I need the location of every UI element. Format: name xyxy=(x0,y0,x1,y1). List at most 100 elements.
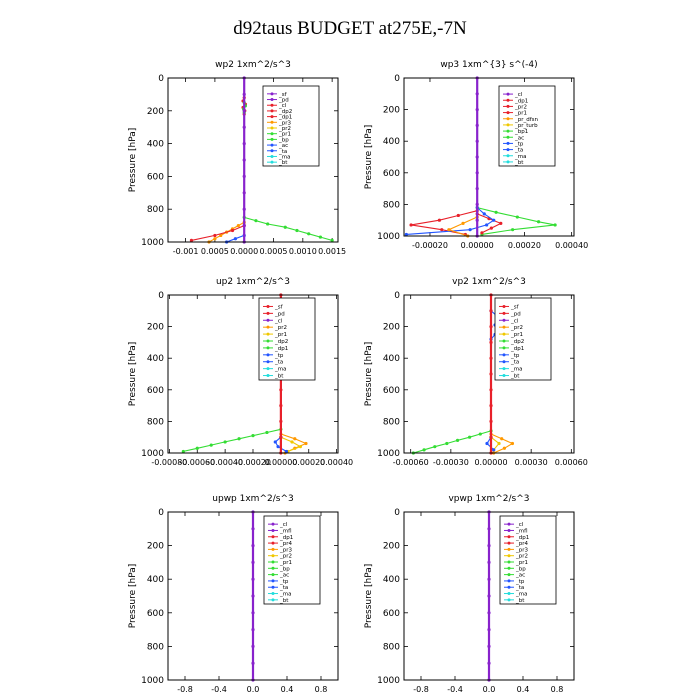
legend-marker xyxy=(271,592,275,596)
legend-marker xyxy=(507,592,511,596)
legend-marker xyxy=(502,346,506,350)
legend-label: _dp1 xyxy=(515,535,529,541)
data-point xyxy=(223,440,227,444)
legend-marker xyxy=(270,149,274,153)
data-point xyxy=(251,527,255,531)
x-tick-label: -0.00060 xyxy=(179,458,215,467)
data-point xyxy=(489,226,493,230)
legend-marker xyxy=(507,560,511,564)
figure-title: d92taus BUDGET at275E,-7N xyxy=(233,18,467,39)
data-point xyxy=(330,238,334,242)
series-line xyxy=(280,436,302,452)
y-tick-label: 400 xyxy=(383,575,400,585)
y-axis-label: Pressure [hPa] xyxy=(364,342,374,407)
data-point xyxy=(265,430,269,435)
data-point xyxy=(480,231,484,235)
y-tick-label: 1000 xyxy=(141,676,164,686)
legend-label: _tp xyxy=(514,141,524,147)
data-point xyxy=(242,174,246,178)
data-point xyxy=(515,215,519,219)
legend-label: _bp1 xyxy=(514,129,528,135)
legend-label: _dp2 xyxy=(278,109,292,115)
legend: _sf_pd_cl_dp2_dp1_pr3_pr2_pr1_bp_ac_ta_m… xyxy=(262,85,320,167)
y-tick-label: 1000 xyxy=(377,676,400,686)
legend-label: _bp xyxy=(515,566,526,572)
data-point xyxy=(489,372,493,376)
legend-marker xyxy=(266,304,270,308)
legend-marker xyxy=(266,367,270,371)
x-tick-label: 0.0 xyxy=(247,685,260,694)
legend-label: _pr2 xyxy=(515,554,528,560)
y-tick-label: 400 xyxy=(147,575,164,585)
data-point xyxy=(478,432,482,436)
x-tick-label: -0.00030 xyxy=(433,458,469,467)
x-tick-label: 0.4 xyxy=(281,685,294,694)
data-point xyxy=(276,445,280,449)
y-tick-label: 0 xyxy=(158,74,164,84)
legend-marker xyxy=(266,353,270,357)
legend-label: _dp2 xyxy=(510,339,524,345)
data-point xyxy=(251,644,255,649)
data-point xyxy=(209,443,213,447)
y-tick-label: 1000 xyxy=(141,238,164,248)
panel-1: wp2 1xm^2/s^3 Pressure [hPa] 0 200 400 600 800… xyxy=(128,60,346,256)
y-tick-label: 200 xyxy=(147,542,164,552)
data-point xyxy=(487,577,491,581)
y-tick-label: 200 xyxy=(147,107,164,117)
x-tick-label: -0.00080 xyxy=(151,458,187,467)
x-tick-label: 0.00030 xyxy=(515,458,548,467)
y-tick-label: 1000 xyxy=(377,232,400,242)
data-point xyxy=(487,544,491,548)
legend: _sf_pd_cl_pr2_pr1_dp2_dp1_tp_ta_ma_bt xyxy=(494,297,552,381)
legend-label: _dp2 xyxy=(274,339,288,345)
legend-marker xyxy=(270,109,274,113)
legend-marker xyxy=(502,332,506,336)
series-line xyxy=(447,216,478,237)
data-point xyxy=(489,404,493,408)
y-tick-label: 0 xyxy=(158,291,164,301)
y-tick-label: 800 xyxy=(147,417,164,427)
legend-label: _ac xyxy=(515,573,525,579)
x-tick-label: -0.001 xyxy=(173,247,199,256)
y-tick-label: 600 xyxy=(147,386,164,396)
legend-label: _pr2 xyxy=(278,126,291,132)
panel-title: vpwp 1xm^2/s^3 xyxy=(448,494,529,504)
data-point xyxy=(242,207,246,211)
data-point xyxy=(318,235,323,239)
legend-label: _pr3 xyxy=(279,547,293,553)
x-tick-label: 0.00040 xyxy=(555,241,588,250)
legend-label: _bt xyxy=(514,160,524,166)
data-point xyxy=(233,237,238,241)
data-point xyxy=(189,238,194,242)
legend-label: _pr4 xyxy=(279,541,293,547)
legend-label: _tp xyxy=(279,579,289,585)
data-point xyxy=(487,661,491,665)
legend-marker xyxy=(270,154,274,158)
panel-title: wp2 1xm^2/s^3 xyxy=(215,60,291,70)
data-point xyxy=(251,577,255,581)
legend-marker xyxy=(507,598,511,602)
data-point xyxy=(251,611,255,615)
data-point xyxy=(242,158,246,162)
legend-marker xyxy=(270,132,274,136)
x-tick-label: 0.00000 xyxy=(474,458,507,467)
data-point xyxy=(511,228,515,232)
data-point xyxy=(492,218,496,222)
plot-frame xyxy=(403,511,575,681)
legend-label: _cl xyxy=(514,92,523,98)
legend-label: _pr1 xyxy=(515,560,528,566)
legend-label: _ta xyxy=(279,585,288,591)
legend-label: _pr2 xyxy=(274,325,287,331)
y-tick-label: 800 xyxy=(147,205,164,215)
y-tick-label: 0 xyxy=(394,74,400,84)
y-tick-label: 200 xyxy=(383,542,400,552)
legend-marker xyxy=(507,579,511,583)
data-point xyxy=(485,441,489,446)
data-point xyxy=(404,232,408,237)
legend-marker xyxy=(271,566,275,570)
x-tick-label: -0.4 xyxy=(447,685,463,694)
legend: _cl_dp1_pr2_pr1_pr_dfsn_pr_turb_bp1_ac_t… xyxy=(498,85,556,167)
data-point xyxy=(251,544,255,548)
legend-marker xyxy=(271,541,275,545)
data-point xyxy=(295,228,299,233)
